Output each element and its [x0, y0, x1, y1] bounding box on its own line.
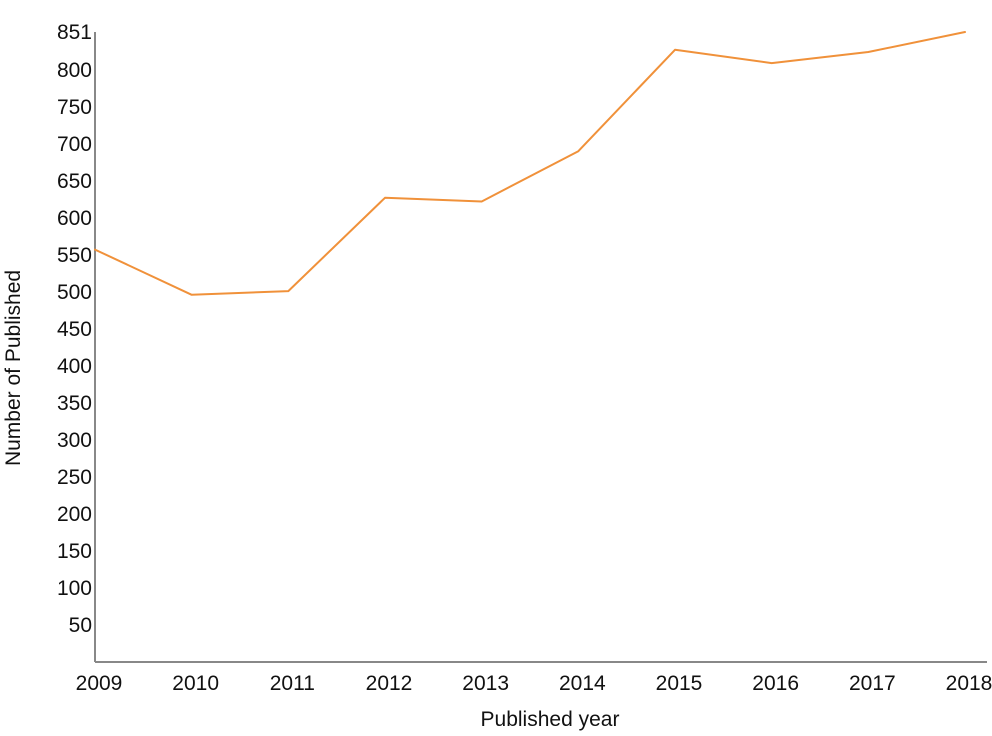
x-tick-label: 2014 — [559, 672, 606, 695]
y-tick-label: 650 — [57, 170, 92, 193]
x-tick-label: 2015 — [656, 672, 703, 695]
x-tick-label: 2018 — [946, 672, 992, 695]
y-tick-label: 450 — [57, 318, 92, 341]
y-tick-label: 400 — [57, 355, 92, 378]
x-tick-label: 2012 — [366, 672, 413, 695]
y-tick-label: 100 — [57, 577, 92, 600]
x-tick-label: 2013 — [462, 672, 509, 695]
y-tick-label: 350 — [57, 392, 92, 415]
y-tick-label: 300 — [57, 429, 92, 452]
y-tick-label: 150 — [57, 540, 92, 563]
y-tick-label: 200 — [57, 503, 92, 526]
x-axis-title: Published year — [481, 708, 620, 731]
x-tick-label: 2010 — [172, 672, 219, 695]
y-tick-label: 851 — [57, 21, 92, 44]
y-tick-label: 600 — [57, 207, 92, 230]
y-tick-label: 750 — [57, 96, 92, 119]
x-tick-label: 2011 — [270, 672, 315, 695]
series-line — [94, 31, 966, 296]
y-tick-label: 250 — [57, 466, 92, 489]
y-tick-label: 800 — [57, 59, 92, 82]
y-tick-label: 50 — [69, 614, 92, 637]
series-layer — [94, 31, 966, 296]
y-axis-ticks: 50 100 150 200 250 300 350 400 450 500 550 600 650 70… — [57, 21, 92, 637]
y-tick-label: 550 — [57, 244, 92, 267]
y-tick-label: 500 — [57, 281, 92, 304]
x-tick-label: 2017 — [849, 672, 896, 695]
x-tick-label: 2016 — [752, 672, 799, 695]
y-axis-title: Number of Published — [2, 270, 25, 466]
x-axis-ticks: 2009 2010 2011 2012 2013 2014 2015 2016 2017 2018 — [76, 672, 992, 695]
y-tick-label: 700 — [57, 133, 92, 156]
x-tick-label: 2009 — [76, 672, 123, 695]
